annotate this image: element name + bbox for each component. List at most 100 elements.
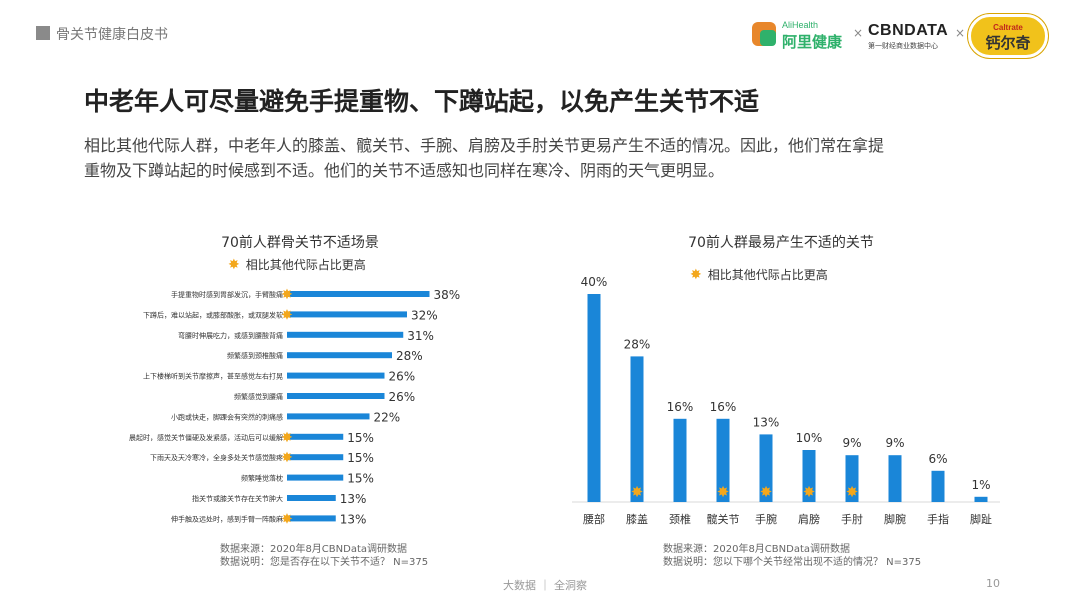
value-label: 28% bbox=[624, 337, 651, 351]
right-legend-label: 相比其他代际占比更高 bbox=[707, 268, 828, 282]
highlight-star-icon: ✸ bbox=[281, 511, 293, 527]
left-legend-label: 相比其他代际占比更高 bbox=[245, 258, 366, 272]
bar bbox=[974, 496, 988, 502]
highlight-star-icon: ✸ bbox=[281, 450, 293, 466]
star-icon: ✸ bbox=[690, 267, 702, 283]
cbndata-logo-text: CBNDATA bbox=[868, 22, 949, 39]
page-number: 10 bbox=[986, 577, 1000, 590]
bar bbox=[287, 413, 370, 420]
bar bbox=[287, 454, 344, 461]
right-source-line: 数据来源：2020年8月CBNData调研数据 bbox=[663, 544, 851, 555]
header-marker bbox=[36, 26, 50, 40]
bar bbox=[759, 434, 773, 502]
category-label: 指关节或膝关节存在关节肿大 bbox=[192, 494, 283, 503]
category-label: 下雨天及天冷寒冷，全身多处关节感觉酸疼 bbox=[150, 453, 283, 462]
bar bbox=[287, 311, 407, 318]
bar bbox=[287, 372, 385, 379]
page-title: 中老年人可尽量避免手提重物、下蹲站起，以免产生关节不适 bbox=[84, 87, 760, 116]
alihealth-mark-overlay-icon bbox=[760, 30, 776, 46]
right-chart-source: 数据来源：2020年8月CBNData调研数据 数据说明：您以下哪个关节经常出现… bbox=[663, 543, 921, 569]
value-label: 13% bbox=[753, 415, 780, 429]
value-label: 15% bbox=[347, 431, 374, 445]
left-note-line: 数据说明：您是否存在以下关节不适？ N=375 bbox=[220, 557, 429, 568]
left-chart-title: 70前人群骨关节不适场景 bbox=[221, 235, 379, 251]
highlight-star-icon: ✸ bbox=[281, 430, 293, 446]
value-label: 9% bbox=[885, 436, 904, 450]
cbndata-logo: CBNDATA 第一财经商业数据中心 bbox=[868, 22, 952, 52]
left-source-line: 数据来源：2020年8月CBNData调研数据 bbox=[220, 544, 408, 555]
value-label: 16% bbox=[710, 400, 737, 414]
bar bbox=[931, 470, 945, 502]
bar bbox=[587, 294, 601, 502]
left-chart-legend: ✸ 相比其他代际占比更高 bbox=[228, 256, 366, 273]
caltrate-logo-en: Caltrate bbox=[993, 23, 1023, 32]
bar bbox=[287, 474, 344, 481]
value-label: 38% bbox=[434, 288, 461, 302]
category-label: 频繁感觉到腰痛 bbox=[234, 392, 283, 401]
value-label: 13% bbox=[340, 512, 367, 526]
category-label: 频繁睡觉落枕 bbox=[241, 474, 283, 483]
bar bbox=[287, 433, 344, 440]
value-label: 15% bbox=[347, 472, 374, 486]
value-label: 22% bbox=[374, 410, 401, 424]
category-label: 髋关节 bbox=[707, 512, 740, 526]
alihealth-logo-en: AliHealth bbox=[782, 20, 819, 30]
value-label: 15% bbox=[347, 451, 374, 465]
caltrate-logo: Caltrate 钙尔奇 bbox=[968, 14, 1048, 58]
highlight-star-icon: ✸ bbox=[760, 483, 773, 501]
category-label: 颈椎 bbox=[669, 512, 691, 526]
bar bbox=[716, 418, 730, 502]
category-label: 手腕 bbox=[755, 512, 777, 526]
highlight-star-icon: ✸ bbox=[631, 483, 644, 501]
value-label: 32% bbox=[411, 308, 438, 322]
highlight-star-icon: ✸ bbox=[281, 287, 293, 303]
value-label: 1% bbox=[971, 478, 990, 492]
bar bbox=[287, 495, 336, 501]
intro-line-2: 重物及下蹲站起的时候感到不适。他们的关节不适感知也同样在寒冷、阴雨的天气更明显。 bbox=[84, 161, 725, 180]
bar bbox=[287, 291, 430, 297]
report-title: 骨关节健康白皮书 bbox=[56, 27, 168, 43]
category-label: 腰部 bbox=[583, 512, 605, 526]
category-label: 脚腕 bbox=[884, 512, 906, 526]
bar bbox=[888, 455, 902, 502]
right-chart-legend: ✸ 相比其他代际占比更高 bbox=[690, 266, 828, 283]
highlight-star-icon: ✸ bbox=[803, 483, 816, 501]
highlight-star-icon: ✸ bbox=[717, 483, 730, 501]
bar bbox=[287, 393, 385, 399]
bar bbox=[287, 352, 392, 359]
category-label: 伸手触及远处时，感到手臂一阵酸麻 bbox=[171, 514, 283, 523]
left-bar-chart: 手提重物时感到胃部发沉，手臂酸痛 38%✸下蹲后，难以站起，或膝部酸胀，或双腿发软… bbox=[129, 287, 461, 527]
logo-separator: × bbox=[955, 26, 966, 40]
value-label: 26% bbox=[389, 370, 416, 384]
left-chart-source: 数据来源：2020年8月CBNData调研数据 数据说明：您是否存在以下关节不适… bbox=[220, 543, 428, 569]
right-chart-title: 70前人群最易产生不适的关节 bbox=[688, 235, 874, 251]
intro-line-1: 相比其他代际人群，中老年人的膝盖、髋关节、手腕、肩膀及手肘关节更易产生不适的情况… bbox=[84, 136, 885, 155]
bar bbox=[802, 450, 816, 502]
category-label: 肩膀 bbox=[798, 512, 820, 526]
value-label: 16% bbox=[667, 400, 694, 414]
value-label: 40% bbox=[581, 275, 608, 289]
highlight-star-icon: ✸ bbox=[846, 483, 859, 501]
intro-text: 相比其他代际人群，中老年人的膝盖、髋关节、手腕、肩膀及手肘关节更易产生不适的情况… bbox=[84, 133, 1014, 183]
category-label: 手指 bbox=[927, 512, 949, 526]
value-label: 31% bbox=[407, 329, 434, 343]
alihealth-logo: AliHealth 阿里健康 bbox=[752, 20, 850, 51]
right-bar-chart: 40% 腰部 28% 膝盖 ✸ 16% 颈椎 16% 髋关节 ✸ 13% 手腕 ✸ 10% 肩膀 ✸ 9% 手肘 ✸… bbox=[572, 275, 1000, 526]
category-label: 频繁感到颈椎酸痛 bbox=[227, 351, 283, 360]
value-label: 9% bbox=[842, 436, 861, 450]
value-label: 13% bbox=[340, 492, 367, 506]
category-label: 膝盖 bbox=[626, 512, 648, 526]
bar bbox=[287, 515, 336, 522]
right-note-line: 数据说明：您以下哪个关节经常出现不适的情况？ N=375 bbox=[663, 557, 922, 568]
value-label: 6% bbox=[928, 452, 947, 466]
value-label: 10% bbox=[796, 431, 823, 445]
category-label: 下蹲后，难以站起，或膝部酸胀，或双腿发软 bbox=[143, 310, 283, 319]
bar bbox=[845, 455, 859, 502]
category-label: 弯腰时伸展吃力，或感到腰酸背痛 bbox=[178, 331, 283, 340]
star-icon: ✸ bbox=[228, 257, 240, 273]
bar bbox=[673, 418, 687, 502]
category-label: 小跑或快走，脚踝会有突然的刺痛感 bbox=[171, 412, 283, 421]
alihealth-logo-cn: 阿里健康 bbox=[782, 33, 843, 51]
logo-separator: × bbox=[853, 26, 864, 40]
footer-text: 大数据 ｜ 全洞察 bbox=[503, 579, 587, 592]
